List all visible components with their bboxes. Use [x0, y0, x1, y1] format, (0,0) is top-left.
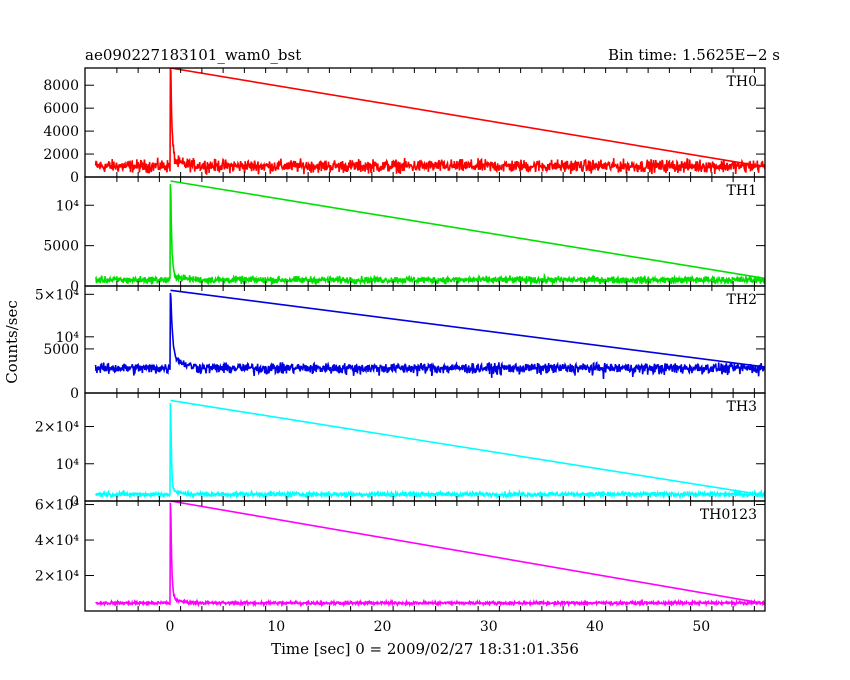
x-tick-label: 0 — [166, 619, 175, 635]
panel-frame — [84, 500, 766, 612]
series-th2-line — [94, 289, 765, 380]
panel-th3: 0 10⁴ 2×10⁴ TH3 — [35, 392, 766, 510]
panel-label: TH0 — [727, 74, 757, 90]
y-tick-label: 5000 — [43, 342, 79, 358]
series-th1-line — [94, 180, 765, 286]
panel-frame — [84, 285, 766, 394]
y-tick-label: 0 — [70, 170, 79, 186]
panel-label: TH2 — [727, 292, 757, 308]
series-th3-line — [94, 399, 765, 500]
y-tick-label: 8000 — [43, 78, 79, 94]
y-tick-label: 4000 — [43, 124, 79, 140]
x-axis-label: Time [sec] 0 = 2009/02/27 18:31:01.356 — [271, 640, 579, 658]
series-th0-line — [94, 68, 765, 175]
panel-th0: 0 2000 4000 6000 8000 TH0 — [43, 67, 766, 186]
y-tick-label: 10⁴ — [56, 330, 80, 346]
x-tick-label: 50 — [692, 619, 710, 635]
chart-title: ae090227183101_wam0_bst — [85, 46, 301, 64]
panel-frame — [84, 176, 766, 287]
series-th0123-line — [95, 501, 765, 608]
y-tick-label: 10⁴ — [56, 457, 80, 473]
y-tick-label: 6000 — [43, 101, 79, 117]
y-tick-label: 2×10⁴ — [35, 569, 79, 585]
panel-label: TH0123 — [700, 507, 757, 523]
y-tick-label: 5000 — [43, 239, 79, 255]
y-tick-label: 5×10⁴ — [35, 287, 79, 303]
panel-label: TH1 — [727, 183, 757, 199]
x-tick-label: 20 — [374, 619, 392, 635]
panel-label: TH3 — [727, 399, 757, 415]
panel-th1: 0 5000 10⁴ TH1 — [43, 176, 766, 295]
x-tick-label: 10 — [267, 619, 285, 635]
x-tick-label: 40 — [586, 619, 604, 635]
y-tick-label: 2×10⁴ — [35, 420, 79, 436]
bin-time-label: Bin time: 1.5625E−2 s — [608, 46, 780, 64]
y-tick-label: 0 — [70, 386, 79, 402]
x-tick-label: 30 — [480, 619, 498, 635]
y-tick-label: 0 — [70, 494, 79, 510]
panel-frame — [84, 392, 766, 502]
y-tick-label: 2000 — [43, 147, 79, 163]
panel-th0123: 2×10⁴ 4×10⁴ 6×10⁴ TH0123 — [35, 498, 766, 612]
y-tick-label: 10⁴ — [56, 198, 80, 214]
y-axis-label: Counts/sec — [3, 300, 21, 384]
y-tick-label: 4×10⁴ — [35, 533, 79, 549]
y-tick-label: 0 — [70, 279, 79, 295]
x-axis: 0 10 20 30 40 50 — [166, 619, 711, 635]
y-tick-label: 6×10⁴ — [35, 498, 79, 514]
